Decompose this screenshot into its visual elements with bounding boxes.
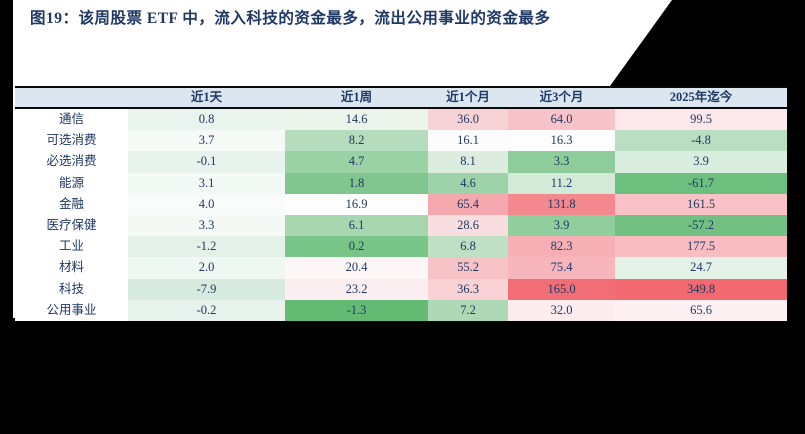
row-label: 材料	[15, 257, 128, 279]
value-cell: 14.6	[285, 109, 428, 131]
value-cell: 20.4	[285, 257, 428, 279]
value-cell: 82.3	[508, 236, 615, 258]
header-cell: 近1天	[190, 90, 223, 104]
table-row: 科技 -7.9 23.2 36.3 165.0 349.8	[15, 278, 787, 300]
value-cell: 3.7	[128, 130, 285, 152]
value-cell: 3.3	[128, 214, 285, 237]
value-cell: 161.5	[615, 193, 787, 215]
row-label: 金融	[15, 193, 128, 215]
table-row: 工业 -1.2 0.2 6.8 82.3 177.5	[15, 236, 787, 258]
value-cell: 3.1	[128, 172, 285, 194]
table-row: 金融 4.0 16.9 65.4 131.8 161.5	[15, 193, 787, 215]
value-cell: 4.7	[285, 151, 428, 173]
value-cell: 36.3	[428, 278, 508, 300]
figure-title: 图19：该周股票 ETF 中，流入科技的资金最多，流出公用事业的资金最多	[30, 10, 551, 27]
value-cell: -1.2	[128, 236, 285, 258]
table-row: 能源 3.1 1.8 4.6 11.2 -61.7	[15, 172, 787, 194]
value-cell: -4.8	[615, 130, 787, 152]
value-cell: -7.9	[128, 278, 285, 300]
value-cell: 1.8	[285, 172, 428, 194]
value-cell: 64.0	[508, 109, 615, 131]
value-cell: 0.2	[285, 236, 428, 258]
value-cell: 4.0	[128, 193, 285, 215]
value-cell: 3.9	[615, 151, 787, 173]
table-row: 可选消费 3.7 8.2 16.1 16.3 -4.8	[15, 130, 787, 152]
table-row: 必选消费 -0.1 4.7 8.1 3.3 3.9	[15, 151, 787, 173]
value-cell: 28.6	[428, 214, 508, 237]
value-cell: 349.8	[615, 278, 787, 300]
row-label: 工业	[15, 236, 128, 258]
row-label: 必选消费	[15, 151, 128, 173]
value-cell: 6.8	[428, 236, 508, 258]
value-cell: 99.5	[615, 109, 787, 131]
value-cell: 2.0	[128, 257, 285, 279]
value-cell: 131.8	[508, 193, 615, 215]
header-cell: 近1个月	[446, 90, 490, 104]
value-cell: 75.4	[508, 257, 615, 279]
value-cell: 23.2	[285, 278, 428, 300]
row-label: 通信	[15, 109, 128, 131]
value-cell: 0.8	[128, 109, 285, 131]
table-row: 通信 0.8 14.6 36.0 64.0 99.5	[15, 109, 787, 131]
value-cell: 165.0	[508, 278, 615, 300]
table-body: 通信 0.8 14.6 36.0 64.0 99.5 可选消费 3.7 8.2 16.1 16.3-…	[15, 109, 787, 321]
value-cell: -0.2	[128, 299, 285, 321]
etf-flow-table: 近1天 近1周 近1个月 近3个月 2025年迄今 通信 0.8 14.6 36.0 64.0 9…	[15, 86, 787, 321]
value-cell: 8.2	[285, 130, 428, 152]
table-row: 医疗保健 3.3 6.1 28.6 3.9 -57.2	[15, 214, 787, 237]
header-corner-cell	[15, 88, 128, 107]
value-cell: 16.9	[285, 193, 428, 215]
table-header-row: 近1天 近1周 近1个月 近3个月 2025年迄今	[15, 86, 787, 109]
value-cell: 11.2	[508, 172, 615, 194]
value-cell: 3.9	[508, 214, 615, 237]
report-page: 图19：该周股票 ETF 中，流入科技的资金最多，流出公用事业的资金最多 近1天…	[13, 0, 787, 321]
value-cell: 6.1	[285, 214, 428, 237]
row-label: 科技	[15, 278, 128, 300]
value-cell: 36.0	[428, 109, 508, 131]
value-cell: 4.6	[428, 172, 508, 194]
value-cell: 65.4	[428, 193, 508, 215]
row-label: 可选消费	[15, 130, 128, 152]
row-label: 公用事业	[15, 299, 128, 321]
row-label: 医疗保健	[15, 214, 128, 237]
value-cell: 8.1	[428, 151, 508, 173]
value-cell: 16.1	[428, 130, 508, 152]
value-cell: -0.1	[128, 151, 285, 173]
value-cell: -57.2	[615, 214, 787, 237]
value-cell: 32.0	[508, 299, 615, 321]
header-cell: 近3个月	[539, 90, 584, 104]
header-cell: 2025年迄今	[669, 90, 733, 104]
value-cell: 177.5	[615, 236, 787, 258]
header-cell: 近1周	[340, 90, 373, 104]
row-label: 能源	[15, 172, 128, 194]
value-cell: 16.3	[508, 130, 615, 152]
value-cell: 7.2	[428, 299, 508, 321]
table-row: 公用事业 -0.2 -1.3 7.2 32.0 65.6	[15, 299, 787, 321]
value-cell: 55.2	[428, 257, 508, 279]
value-cell: 3.3	[508, 151, 615, 173]
value-cell: 65.6	[615, 299, 787, 321]
value-cell: 24.7	[615, 257, 787, 279]
value-cell: -61.7	[615, 172, 787, 194]
table-row: 材料 2.0 20.4 55.2 75.4 24.7	[15, 257, 787, 279]
value-cell: -1.3	[285, 299, 428, 321]
